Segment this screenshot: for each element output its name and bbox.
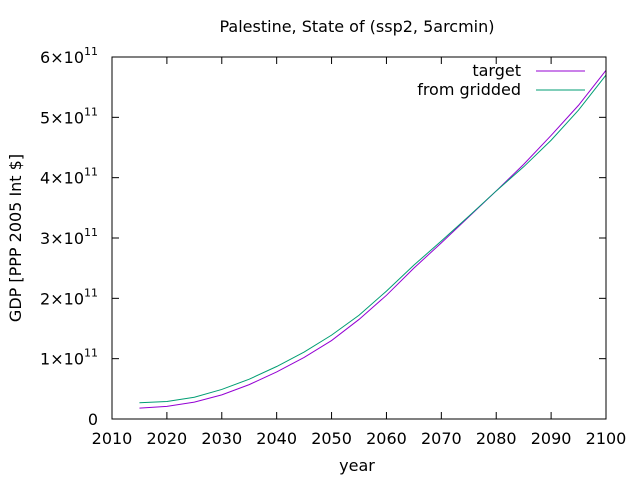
y-tick-label: 6×1011: [40, 45, 98, 67]
y-tick-label: 5×1011: [40, 105, 98, 127]
x-tick-label: 2060: [366, 429, 407, 448]
y-axis-ticks: 0 1×1011 2×1011 3×1011 4×1011 5×1011 6×1011: [40, 45, 606, 429]
plot-frame: [111, 56, 607, 420]
x-tick-label: 2070: [421, 429, 462, 448]
y-axis-label: GDP [PPP 2005 Int $]: [6, 154, 25, 322]
chart-title: Palestine, State of (ssp2, 5arcmin): [219, 17, 494, 36]
x-axis-label: year: [339, 456, 375, 475]
y-tick-label: 0: [88, 410, 98, 429]
y-tick-label: 2×1011: [40, 286, 98, 308]
series-lines: [139, 69, 607, 409]
x-tick-label: 2050: [311, 429, 352, 448]
legend-label: target: [472, 61, 521, 80]
x-tick-label: 2100: [586, 429, 627, 448]
y-tick-label: 4×1011: [40, 166, 98, 188]
y-tick-label: 1×1011: [40, 347, 98, 369]
series-line: [139, 69, 607, 409]
x-tick-label: 2010: [92, 429, 133, 448]
legend-label: from gridded: [417, 80, 521, 99]
series-line: [139, 74, 607, 404]
x-tick-label: 2090: [531, 429, 572, 448]
y-tick-label: 3×1011: [40, 226, 98, 248]
x-axis-ticks: 2010 2020 2030 2040 2050 2060 2070 2080 2090 2100: [92, 57, 627, 448]
x-tick-label: 2020: [147, 429, 188, 448]
x-tick-label: 2040: [256, 429, 297, 448]
x-tick-label: 2030: [201, 429, 242, 448]
x-tick-label: 2080: [476, 429, 517, 448]
